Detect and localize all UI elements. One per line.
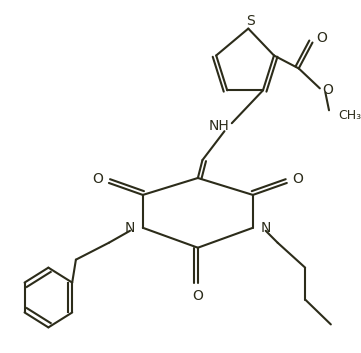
Text: NH: NH: [209, 119, 229, 133]
Text: O: O: [92, 172, 103, 186]
Text: S: S: [246, 14, 255, 28]
Text: CH₃: CH₃: [338, 109, 361, 122]
Text: O: O: [323, 83, 334, 97]
Text: O: O: [316, 31, 327, 44]
Text: N: N: [261, 221, 271, 235]
Text: N: N: [125, 221, 135, 235]
Text: O: O: [292, 172, 303, 186]
Text: O: O: [192, 288, 203, 303]
